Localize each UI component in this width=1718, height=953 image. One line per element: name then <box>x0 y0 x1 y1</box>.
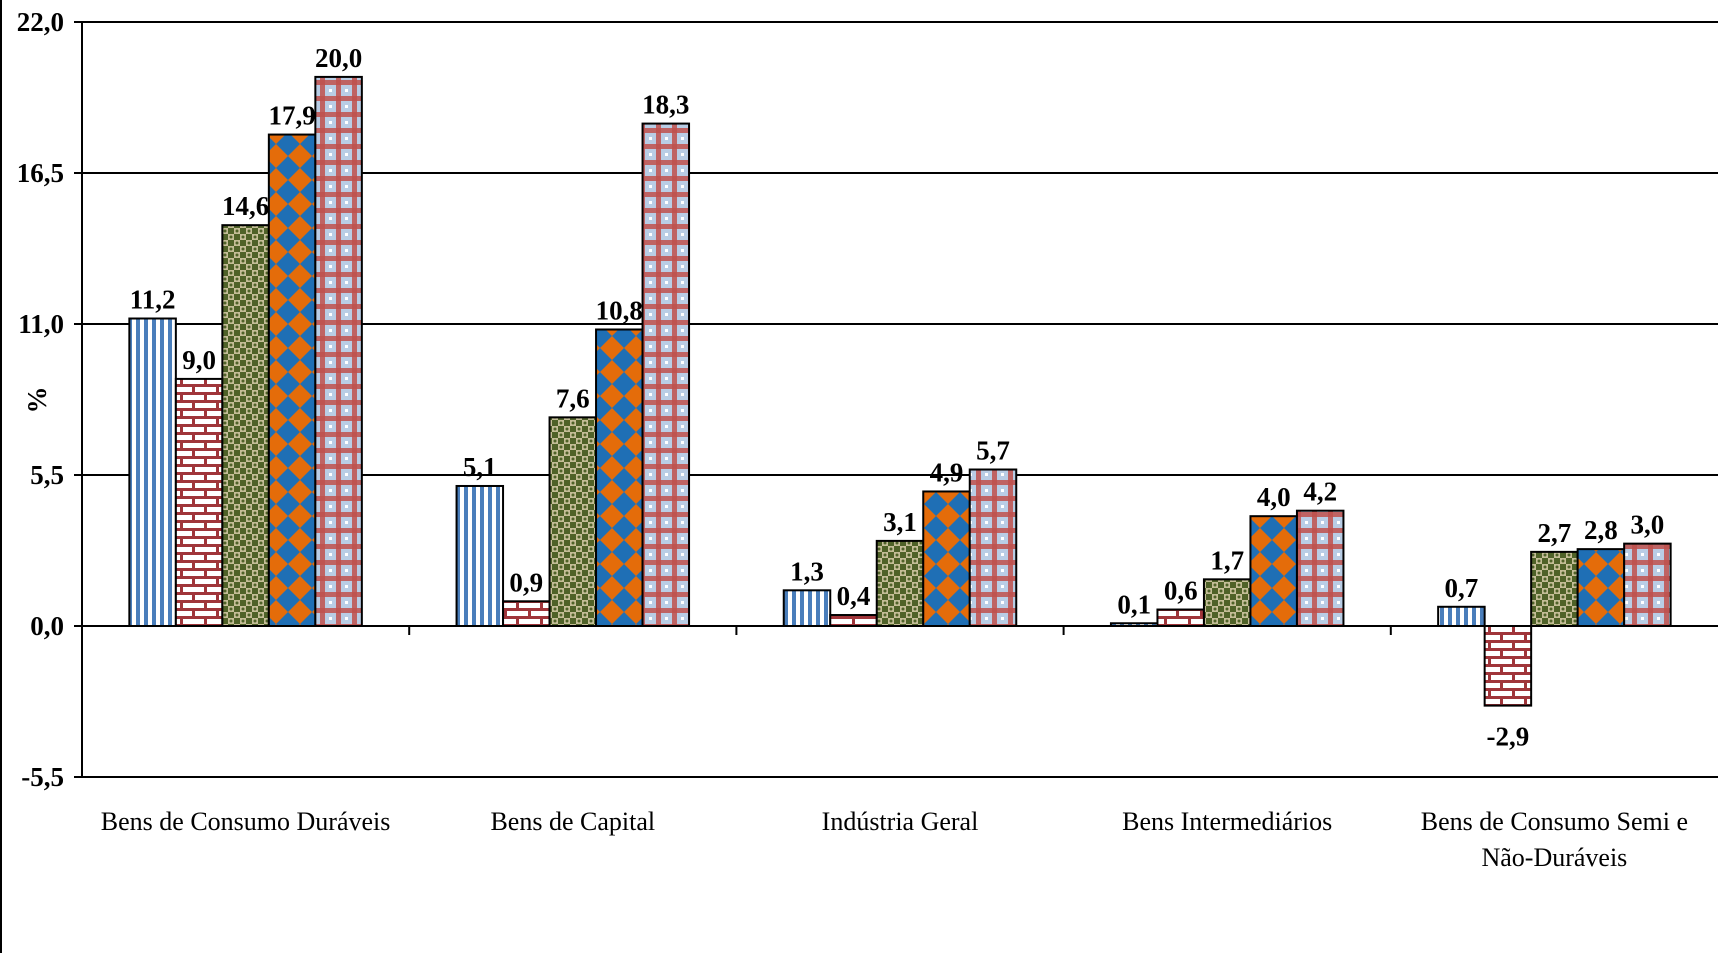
bar <box>1623 542 1672 627</box>
data-label: 3,0 <box>1631 510 1665 540</box>
data-label: 3,1 <box>883 507 917 537</box>
data-label: 9,0 <box>182 345 216 375</box>
bar <box>922 490 971 627</box>
data-label: 20,0 <box>315 43 362 73</box>
bar <box>641 122 691 627</box>
bar <box>1437 605 1486 627</box>
data-label: 0,1 <box>1117 589 1151 619</box>
data-label: 5,7 <box>976 436 1010 466</box>
y-tick-label: 16,5 <box>17 158 64 188</box>
bar <box>128 317 177 627</box>
bar <box>968 468 1018 627</box>
x-category-label: Bens de Consumo Duráveis <box>101 807 391 836</box>
x-category-label: Não-Duráveis <box>1481 843 1627 872</box>
bar <box>1576 548 1626 627</box>
labels: 22,0 16,5 11,0 5,5 0,0 -5,5 11,29,0 14,6 17,920,… <box>17 7 1688 872</box>
data-label: 4,0 <box>1257 482 1291 512</box>
bar <box>1530 550 1579 628</box>
y-tick-label: 0,0 <box>30 611 64 641</box>
data-label: 10,8 <box>596 295 643 325</box>
bar <box>1483 625 1533 707</box>
data-label: 0,6 <box>1164 576 1198 606</box>
bar <box>502 600 551 627</box>
data-label: 4,9 <box>930 457 964 487</box>
bar <box>221 224 270 627</box>
data-label: 2,7 <box>1538 518 1572 548</box>
y-tick-label: 5,5 <box>30 460 64 490</box>
data-label: 4,2 <box>1303 477 1337 507</box>
bar <box>174 377 224 627</box>
bar <box>1156 608 1205 628</box>
bar <box>548 416 598 627</box>
x-category-label: Bens de Capital <box>490 807 655 836</box>
data-label: 18,3 <box>642 90 689 120</box>
x-category-label: Bens de Consumo Semi e <box>1421 807 1688 836</box>
data-label: 11,2 <box>130 285 176 315</box>
x-category-label: Bens Intermediários <box>1122 807 1332 836</box>
y-tick-label: 22,0 <box>17 7 64 37</box>
data-label: 1,7 <box>1210 545 1244 575</box>
data-label: 1,3 <box>790 556 824 586</box>
bars <box>128 75 1672 707</box>
bar <box>1202 578 1252 627</box>
bar <box>314 75 363 627</box>
bar <box>595 328 644 627</box>
bar <box>267 133 317 627</box>
data-label: 0,4 <box>837 581 871 611</box>
data-label: 2,8 <box>1584 515 1618 545</box>
bar <box>875 539 925 628</box>
data-label: 7,6 <box>556 383 590 413</box>
y-tick-label: 11,0 <box>18 309 64 339</box>
data-label: 17,9 <box>268 101 315 131</box>
bar <box>829 614 878 628</box>
bar <box>1249 515 1298 628</box>
data-label: 14,6 <box>222 191 269 221</box>
bar <box>1295 509 1345 628</box>
y-axis-title: % <box>22 387 52 414</box>
data-label: 0,9 <box>509 567 543 597</box>
y-tick-label: -5,5 <box>21 762 64 792</box>
x-category-label: Indústria Geral <box>822 807 979 836</box>
data-label: 0,7 <box>1445 573 1479 603</box>
bar <box>455 484 505 627</box>
data-label: -2,9 <box>1487 722 1530 752</box>
bar <box>782 589 832 627</box>
data-label: 5,1 <box>463 452 497 482</box>
